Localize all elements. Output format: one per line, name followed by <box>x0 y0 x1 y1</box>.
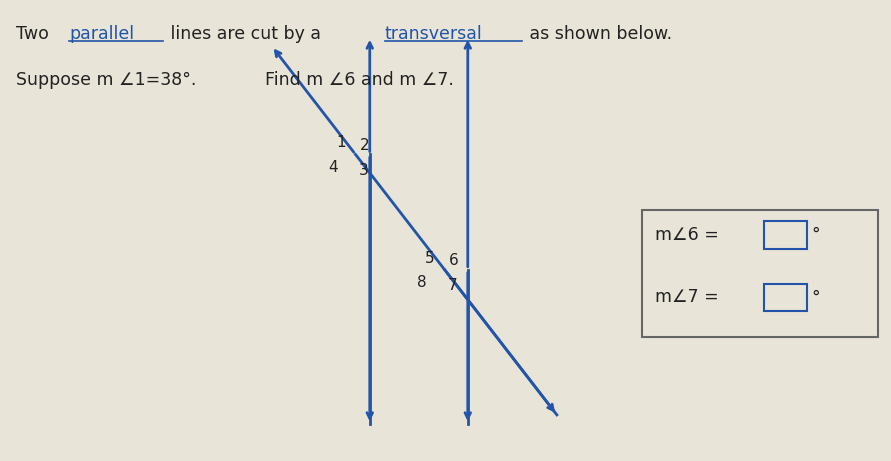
Text: lines are cut by a: lines are cut by a <box>165 25 326 43</box>
Text: 4: 4 <box>328 160 338 175</box>
Text: Suppose m ∠1=38°.: Suppose m ∠1=38°. <box>16 71 196 89</box>
Text: parallel: parallel <box>69 25 135 43</box>
FancyBboxPatch shape <box>764 284 807 311</box>
Text: 1: 1 <box>336 136 346 150</box>
FancyBboxPatch shape <box>642 210 878 337</box>
Text: 2: 2 <box>359 138 369 153</box>
Text: 7: 7 <box>447 278 457 293</box>
Text: 3: 3 <box>358 163 368 177</box>
FancyBboxPatch shape <box>764 221 807 249</box>
Text: °: ° <box>812 226 821 244</box>
Text: 8: 8 <box>417 275 427 290</box>
Text: transversal: transversal <box>385 25 483 43</box>
Text: 6: 6 <box>448 253 458 268</box>
Text: 5: 5 <box>425 251 435 266</box>
Text: as shown below.: as shown below. <box>524 25 672 43</box>
Text: °: ° <box>812 288 821 307</box>
Text: m∠6 =: m∠6 = <box>655 226 724 244</box>
Text: Two: Two <box>16 25 54 43</box>
Text: m∠7 =: m∠7 = <box>655 288 724 307</box>
Text: Find m ∠6 and m ∠7.: Find m ∠6 and m ∠7. <box>254 71 454 89</box>
